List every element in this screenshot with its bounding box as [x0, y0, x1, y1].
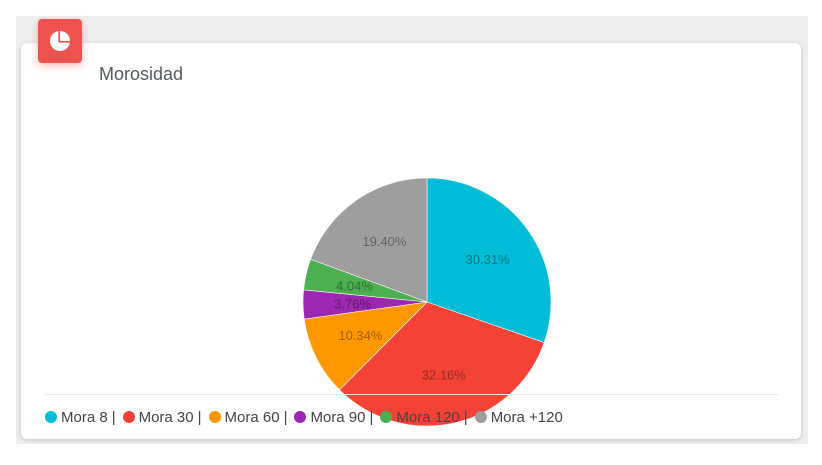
- pie-slice-mora-8[interactable]: [426, 177, 552, 343]
- legend-color-dot: [122, 411, 135, 423]
- chart-legend: Mora 8 | Mora 30 | Mora 60 | Mora 90 | Mora 120 |…: [45, 407, 570, 427]
- legend-label: Mora 90: [310, 408, 366, 426]
- legend-color-dot: [294, 411, 307, 423]
- slice-value-label: 19.40%: [362, 234, 407, 249]
- slice-value-label: 30.31%: [466, 252, 511, 267]
- legend-item[interactable]: Mora 8 |: [45, 409, 116, 426]
- legend-item[interactable]: Mora 60 |: [208, 408, 288, 426]
- legend-label: Mora +120: [490, 408, 563, 426]
- legend-item[interactable]: Mora 30 |: [122, 408, 202, 426]
- legend-separator: |: [197, 408, 202, 426]
- legend-label: Mora 8: [61, 408, 108, 426]
- pie-slice-mora-60[interactable]: [303, 301, 428, 391]
- pie-chart-icon: [38, 19, 82, 63]
- slice-value-label: 10.34%: [338, 328, 383, 343]
- legend-separator: |: [463, 408, 468, 426]
- chart-card: 30.31% 32.16% 10.34% 3.76% 4.04% 19.40% Mora …: [21, 43, 801, 439]
- legend-label: Mora 30: [138, 408, 194, 426]
- legend-color-dot: [380, 411, 393, 423]
- legend-separator: |: [111, 408, 116, 426]
- card-title: Morosidad: [99, 64, 184, 84]
- legend-color-dot: [45, 411, 57, 423]
- pie-chart: 30.31% 32.16% 10.34% 3.76% 4.04% 19.40%: [302, 177, 552, 427]
- legend-separator: |: [369, 408, 374, 426]
- legend-item[interactable]: Mora 90 |: [294, 409, 373, 426]
- pie-slice-mora-120[interactable]: [310, 177, 428, 303]
- slice-value-label: 32.16%: [422, 368, 467, 383]
- legend-label: Mora 120: [396, 408, 460, 426]
- legend-item[interactable]: Mora +120: [474, 408, 563, 426]
- legend-separator: |: [283, 408, 288, 426]
- legend-divider: [45, 394, 778, 395]
- slice-value-label: 3.76%: [334, 297, 371, 312]
- legend-label: Mora 60: [224, 408, 280, 426]
- legend-item[interactable]: Mora 120 |: [380, 408, 468, 426]
- slice-value-label: 4.04%: [336, 278, 373, 293]
- legend-color-dot: [474, 411, 487, 423]
- legend-color-dot: [208, 411, 221, 423]
